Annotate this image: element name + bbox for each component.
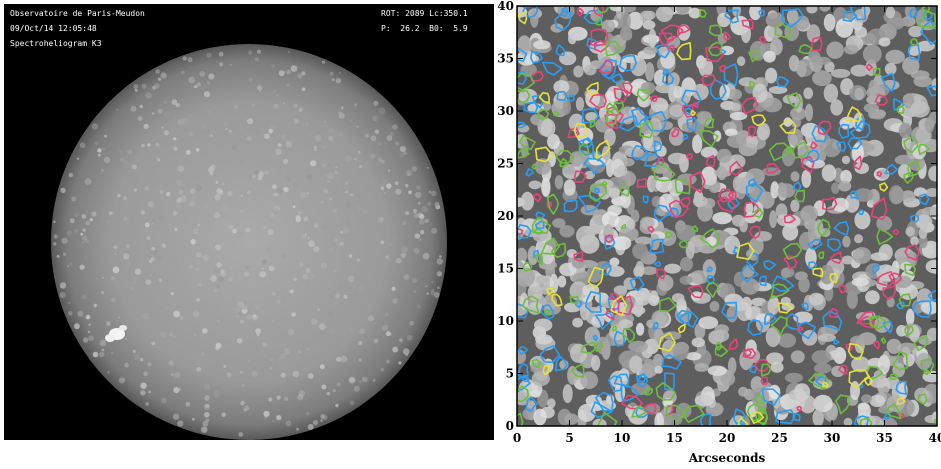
- sun-disk: [51, 44, 447, 440]
- x-axis: 0 5 10 15 20 25 30 35 40: [513, 6, 941, 445]
- x-tick-label: 40: [929, 431, 941, 445]
- y-axis: 0 5 10 15 20 25 30 35 40: [497, 0, 937, 433]
- x-tick-label: 5: [565, 431, 573, 445]
- rotation-label: ROT: 2089 Lc:350.1: [381, 9, 468, 18]
- x-tick-label: 0: [513, 431, 521, 445]
- y-tick-label: 15: [497, 262, 514, 276]
- magnetic-contours: [517, 6, 937, 426]
- x-tick-label: 10: [614, 431, 631, 445]
- y-tick-label: 25: [497, 157, 514, 171]
- spectroheliogram-panel: Observatoire de Paris-Meudon 09/Oct/14 1…: [4, 4, 494, 440]
- y-tick-label: 5: [506, 367, 514, 381]
- x-tick-label: 35: [876, 431, 893, 445]
- granulation-map-panel: 0 5 10 15 20 25 30 35 40 0 5 10 15 20 25 30 35 40 Arcsec…: [496, 0, 941, 469]
- bright-plage: [105, 325, 127, 342]
- x-axis-title: Arcseconds: [688, 451, 766, 465]
- sun-disk-image: [51, 44, 447, 440]
- granulation-map: 0 5 10 15 20 25 30 35 40 0 5 10 15 20 25 30 35 40 Arcsec…: [497, 0, 941, 465]
- y-tick-label: 0: [506, 419, 514, 433]
- y-tick-label: 35: [497, 52, 514, 66]
- x-tick-label: 15: [666, 431, 683, 445]
- p-b0-label: P: 26.2 B0: 5.9: [381, 24, 468, 33]
- x-tick-label: 20: [719, 431, 736, 445]
- datetime-label: 09/Oct/14 12:05:48: [10, 24, 97, 33]
- x-tick-label: 30: [824, 431, 841, 445]
- x-tick-label: 25: [771, 431, 788, 445]
- instrument-label: Spectroheliogram K3: [10, 39, 102, 48]
- y-tick-label: 40: [497, 0, 514, 13]
- y-tick-label: 20: [497, 209, 514, 223]
- observatory-label: Observatoire de Paris-Meudon: [10, 9, 145, 18]
- y-tick-label: 10: [497, 314, 514, 328]
- y-tick-label: 30: [497, 104, 514, 118]
